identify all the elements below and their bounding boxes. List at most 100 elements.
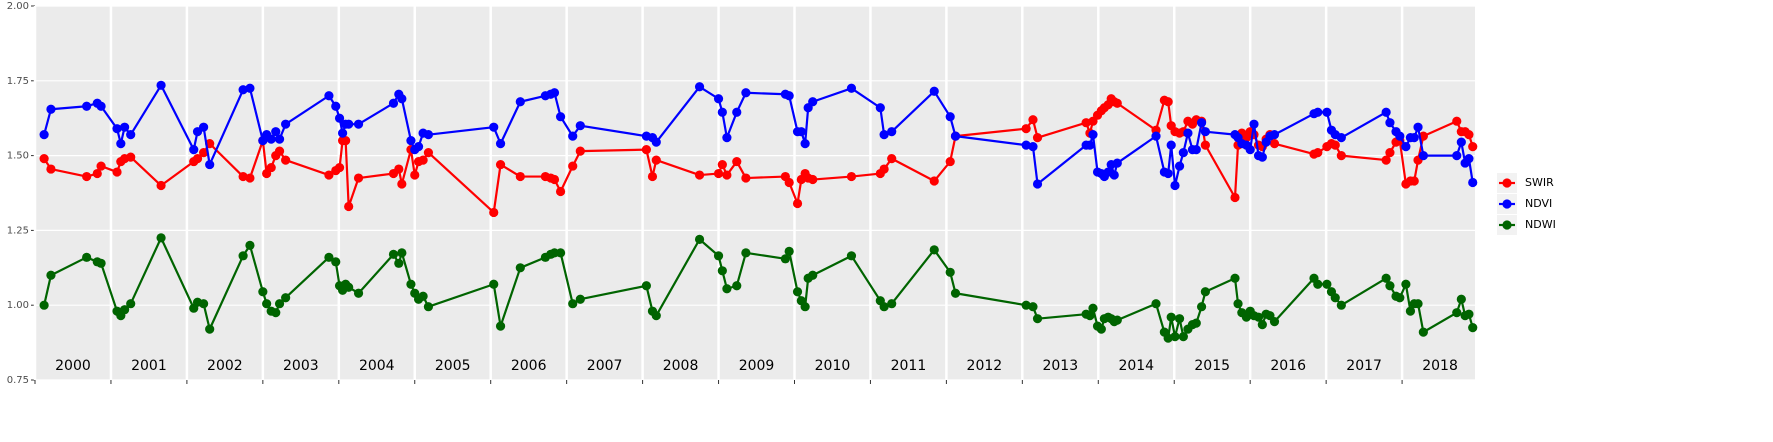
data-point xyxy=(1409,133,1419,143)
year-label: 2008 xyxy=(663,358,699,374)
data-point xyxy=(274,299,285,309)
data-point xyxy=(1021,140,1031,150)
data-point xyxy=(887,299,897,309)
data-point xyxy=(945,267,955,277)
data-point xyxy=(1151,131,1161,141)
data-point xyxy=(1032,133,1043,143)
data-point xyxy=(732,156,742,167)
data-point xyxy=(950,288,961,298)
data-point xyxy=(515,97,525,107)
y-tick-label: 0.75 xyxy=(7,375,29,386)
data-point xyxy=(800,302,810,312)
data-point xyxy=(722,133,732,143)
data-point xyxy=(741,88,751,98)
data-point xyxy=(1464,153,1474,164)
series xyxy=(39,80,1478,191)
data-point xyxy=(495,159,506,170)
data-point xyxy=(46,270,56,280)
data-point xyxy=(1088,130,1098,140)
data-point xyxy=(1409,176,1419,186)
data-point xyxy=(1166,312,1176,322)
data-point xyxy=(1330,140,1340,150)
data-point xyxy=(1385,118,1395,128)
data-point xyxy=(126,130,136,140)
data-point xyxy=(126,152,136,162)
data-point xyxy=(337,128,348,138)
year-label: 2009 xyxy=(739,358,775,374)
data-point xyxy=(245,240,255,250)
data-point xyxy=(1253,312,1264,322)
data-point xyxy=(192,153,203,164)
data-point xyxy=(1385,148,1395,158)
data-point xyxy=(39,130,49,140)
year-label: 2006 xyxy=(511,358,547,374)
data-point xyxy=(1200,140,1210,150)
data-point xyxy=(808,270,818,280)
data-point xyxy=(784,177,794,188)
legend-point xyxy=(1502,199,1512,209)
data-point xyxy=(96,161,106,171)
data-point xyxy=(515,171,525,182)
data-point xyxy=(694,234,705,244)
data-point xyxy=(1452,151,1462,161)
data-point xyxy=(732,107,742,117)
data-point xyxy=(1401,142,1411,152)
series xyxy=(39,233,1478,343)
data-point xyxy=(489,122,499,132)
data-point xyxy=(1230,273,1240,283)
data-point xyxy=(1269,317,1280,327)
data-point xyxy=(1109,170,1119,180)
data-point xyxy=(1178,332,1188,342)
data-point xyxy=(575,294,585,304)
data-point xyxy=(397,94,407,104)
year-label: 2001 xyxy=(131,358,167,374)
data-point xyxy=(1313,107,1323,117)
data-point xyxy=(717,266,727,276)
data-point xyxy=(199,148,209,158)
data-point xyxy=(800,139,810,149)
data-point xyxy=(808,174,818,185)
data-point xyxy=(126,299,136,309)
data-point xyxy=(1313,279,1323,289)
year-label: 2000 xyxy=(55,358,91,374)
data-point xyxy=(1163,333,1173,343)
data-point xyxy=(1257,320,1267,330)
data-point xyxy=(266,162,276,173)
data-point xyxy=(1456,294,1466,304)
data-point xyxy=(651,155,661,165)
data-point xyxy=(1085,140,1095,150)
data-point xyxy=(808,97,818,107)
data-point xyxy=(266,134,276,144)
data-point xyxy=(568,161,578,171)
data-point xyxy=(262,299,272,309)
data-point xyxy=(641,281,651,291)
data-point xyxy=(397,248,407,258)
data-point xyxy=(1381,107,1391,117)
data-point xyxy=(549,88,560,98)
data-point xyxy=(245,173,255,183)
data-point xyxy=(495,139,506,149)
data-point xyxy=(341,136,351,146)
data-point xyxy=(1385,281,1395,291)
data-point xyxy=(1112,158,1122,168)
data-point xyxy=(1468,142,1478,152)
data-point xyxy=(1468,177,1478,188)
data-point xyxy=(1405,306,1416,316)
data-point xyxy=(96,101,106,111)
data-point xyxy=(1322,107,1332,117)
data-point xyxy=(413,142,424,152)
data-point xyxy=(694,82,705,92)
data-point xyxy=(1028,142,1038,152)
year-label: 2011 xyxy=(891,358,927,374)
data-point xyxy=(1170,180,1180,191)
data-point xyxy=(1028,115,1038,125)
data-point xyxy=(344,201,354,212)
data-point xyxy=(1330,293,1340,303)
data-point xyxy=(353,173,364,183)
data-point xyxy=(406,279,416,289)
data-point xyxy=(1085,311,1095,321)
data-point xyxy=(1395,293,1405,303)
data-point xyxy=(189,145,199,155)
data-point xyxy=(784,246,794,256)
data-point xyxy=(1032,179,1043,189)
